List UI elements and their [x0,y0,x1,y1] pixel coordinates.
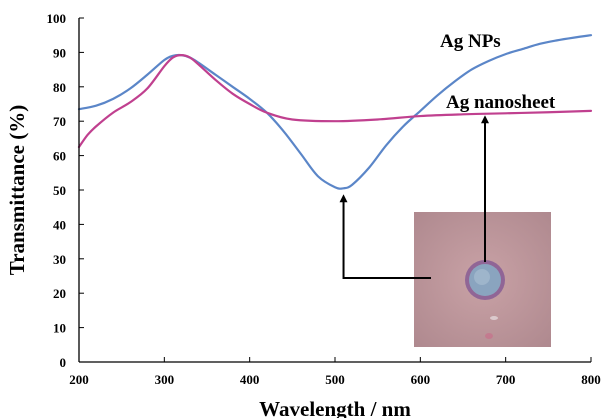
y-tick-label: 0 [60,355,67,370]
series-label-ag-nps: Ag NPs [440,31,501,52]
inset-photo-speck [490,316,498,320]
x-axis-title: Wavelength / nm [259,397,411,418]
y-tick-label: 100 [47,11,67,26]
x-tick-label: 300 [155,372,175,387]
x-tick-label: 500 [325,372,345,387]
x-tick-label: 400 [240,372,260,387]
inset-photo-stain [485,333,493,339]
series-layer [77,34,593,190]
y-tick-label: 60 [53,149,66,164]
y-tick-label: 70 [53,114,66,129]
y-tick-label: 10 [53,321,66,336]
series-line-ag-nanosheet [77,54,593,149]
x-tick-label: 800 [581,372,601,387]
y-tick-label: 20 [53,286,66,301]
y-tick-label: 90 [53,45,66,60]
y-axis-title: Transmittance (%) [5,105,29,276]
y-tick-label: 40 [53,217,66,232]
arrows-layer [339,115,489,279]
x-tick-label: 200 [69,372,89,387]
arrow-to-ag-nps-dip [339,194,431,279]
labels-layer: Wavelength / nm Transmittance (%) Ag NPs Ag… [5,31,556,418]
inset-photo [414,212,551,347]
y-tick-label: 50 [53,183,66,198]
series-line-ag-nps [77,34,593,190]
ticks-layer: 200 300 400 500 600 700 800 0 10 20 30 40 50 60 70 80 90… [47,11,601,387]
y-tick-label: 80 [53,80,66,95]
x-tick-label: 700 [496,372,516,387]
inset-spot-highlight [474,269,490,285]
series-label-ag-nanosheet: Ag nanosheet [446,92,556,113]
y-tick-label: 30 [53,252,66,267]
x-tick-label: 600 [411,372,431,387]
